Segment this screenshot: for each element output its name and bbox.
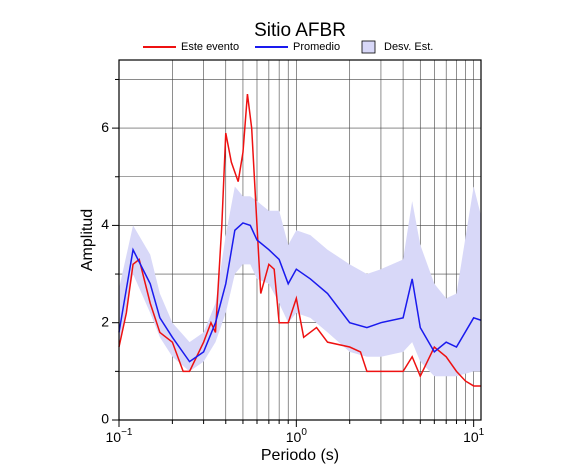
series-line (118, 93, 481, 387)
tick-exponent: 0 (301, 427, 307, 438)
x-tick-label: 10−1 (106, 427, 133, 445)
tick-base: 10 (286, 429, 302, 445)
tick-base: 10 (106, 429, 122, 445)
y-axis-label: Amplitud (79, 209, 96, 271)
legend-label: Este evento (181, 41, 239, 53)
x-tick-label: 100 (286, 427, 308, 445)
chart-title: Sitio AFBR (254, 20, 346, 41)
tick-exponent: 1 (479, 427, 485, 438)
x-axis-label: Periodo (s) (261, 447, 339, 464)
plot-frame (118, 59, 482, 421)
series-line (118, 222, 482, 363)
legend-swatch (361, 40, 376, 54)
y-tick-label: 2 (101, 313, 109, 329)
std-band (119, 186, 481, 377)
tick-base: 10 (463, 429, 479, 445)
x-tick-label: 101 (463, 427, 485, 445)
plot-data (118, 93, 482, 387)
legend-label: Desv. Est. (384, 41, 433, 53)
y-tick-label: 6 (101, 119, 109, 135)
y-tick-label: 4 (101, 216, 109, 232)
tick-exponent: −1 (121, 427, 133, 438)
legend-label: Promedio (293, 41, 340, 53)
y-tick-label: 0 (101, 411, 109, 427)
